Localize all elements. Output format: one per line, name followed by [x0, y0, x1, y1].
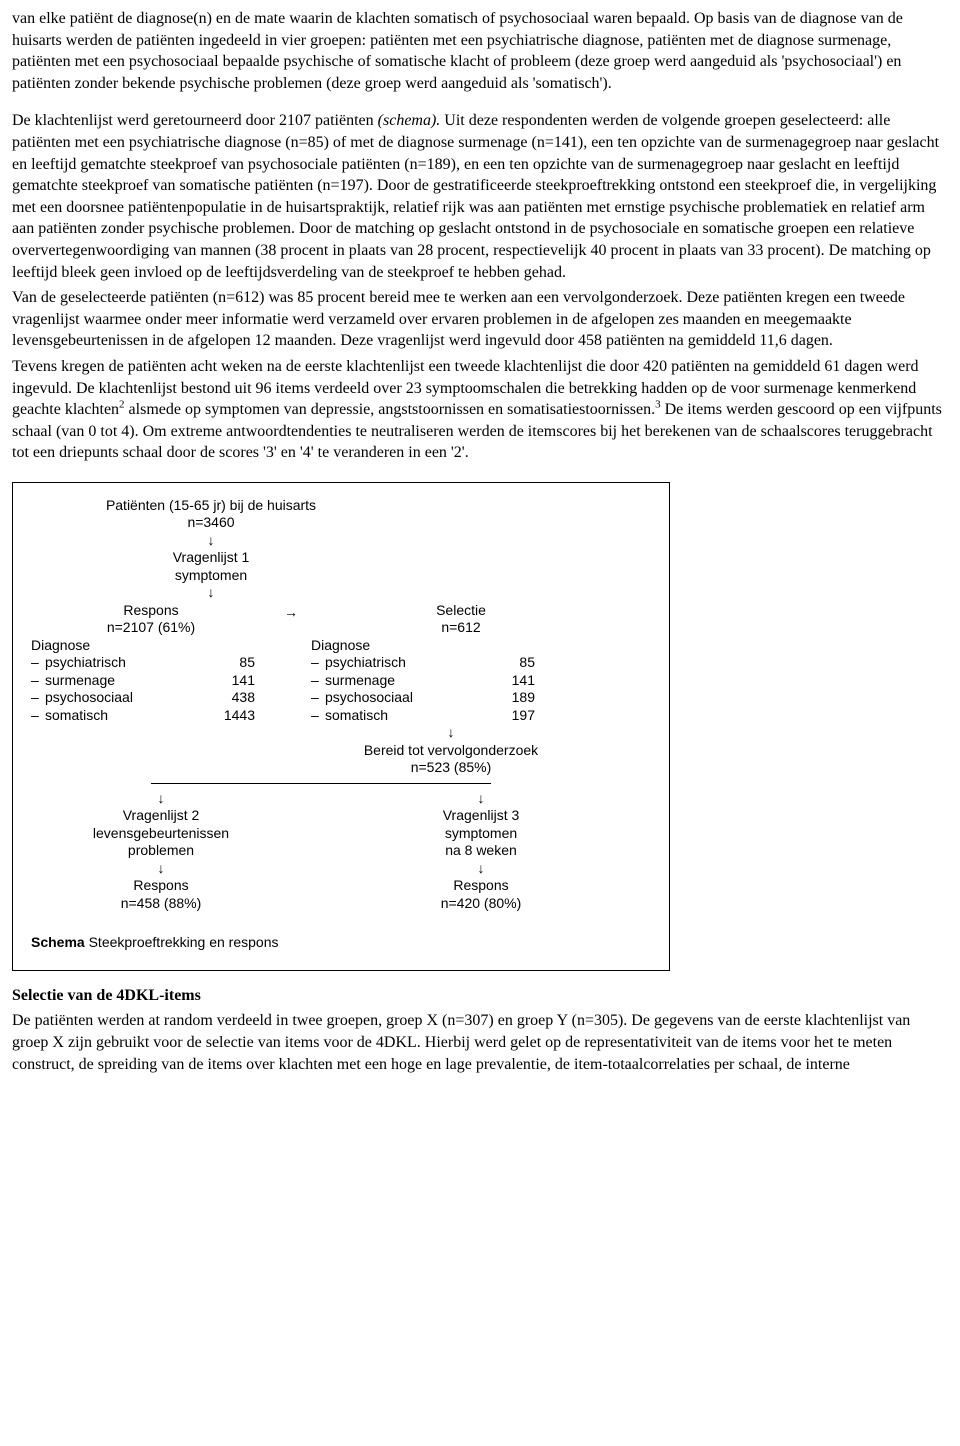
- right-arrow-icon: →: [271, 602, 311, 637]
- section-heading: Selectie van de 4DKL-items: [12, 985, 948, 1007]
- table-row: –psychosociaal189: [311, 689, 611, 707]
- schema-text: Respons: [361, 877, 601, 895]
- text-span: De klachtenlijst werd geretourneerd door…: [12, 112, 378, 129]
- body-paragraph: van elke patiënt de diagnose(n) en de ma…: [12, 8, 948, 94]
- schema-text: n=523 (85%): [311, 759, 591, 777]
- schema-text: n=458 (88%): [41, 895, 281, 913]
- table-row: –psychiatrisch85: [31, 654, 311, 672]
- schema-text: Vragenlijst 2: [41, 807, 281, 825]
- body-paragraph: Tevens kregen de patiënten acht weken na…: [12, 356, 948, 464]
- schema-text: Selectie: [371, 602, 551, 620]
- text-span: alsmede op symptomen van depressie, angs…: [125, 401, 656, 418]
- schema-text: Respons: [71, 602, 231, 620]
- caption-text: Steekproeftrekking en respons: [85, 934, 279, 950]
- schema-figure: Patiënten (15-65 jr) bij de huisarts n=3…: [12, 482, 670, 971]
- table-row: –surmenage141: [311, 672, 611, 690]
- table-row: –somatisch1443: [31, 707, 311, 725]
- schema-text: symptomen: [71, 567, 351, 585]
- schema-caption: Schema Steekproeftrekking en respons: [31, 934, 651, 952]
- schema-text: n=420 (80%): [361, 895, 601, 913]
- schema-text: na 8 weken: [361, 842, 601, 860]
- down-arrow-icon: ↓: [361, 860, 601, 878]
- text-span: Uit deze respondenten werden de volgende…: [12, 112, 939, 280]
- diagnosis-table-left: –psychiatrisch85 –surmenage141 –psychoso…: [31, 654, 311, 724]
- schema-text: Bereid tot vervolgonderzoek: [311, 742, 591, 760]
- body-paragraph: Van de geselecteerde patiënten (n=612) w…: [12, 287, 948, 352]
- table-row: –surmenage141: [31, 672, 311, 690]
- down-arrow-icon: ↓: [71, 532, 351, 550]
- down-arrow-icon: ↓: [71, 584, 351, 602]
- schema-text: problemen: [41, 842, 281, 860]
- schema-text: n=612: [371, 619, 551, 637]
- schema-text: n=3460: [71, 514, 351, 532]
- body-paragraph: De patiënten werden at random verdeeld i…: [12, 1010, 948, 1075]
- schema-text: Vragenlijst 1: [71, 549, 351, 567]
- down-arrow-icon: ↓: [41, 860, 281, 878]
- diagnosis-table-right: –psychiatrisch85 –surmenage141 –psychoso…: [311, 654, 611, 724]
- table-row: –somatisch197: [311, 707, 611, 725]
- schema-ref-italic: (schema).: [378, 112, 441, 129]
- body-paragraph: De klachtenlijst werd geretourneerd door…: [12, 110, 948, 283]
- table-row: –psychiatrisch85: [311, 654, 611, 672]
- schema-text: Respons: [41, 877, 281, 895]
- divider-line: [151, 783, 491, 784]
- schema-text: levensgebeurtenissen: [41, 825, 281, 843]
- down-arrow-icon: ↓: [311, 724, 591, 742]
- schema-text: Diagnose: [311, 637, 611, 655]
- schema-text: Vragenlijst 3: [361, 807, 601, 825]
- schema-text: Patiënten (15-65 jr) bij de huisarts: [71, 497, 351, 515]
- down-arrow-icon: ↓: [361, 790, 601, 808]
- schema-text: n=2107 (61%): [71, 619, 231, 637]
- caption-label: Schema: [31, 934, 85, 950]
- down-arrow-icon: ↓: [41, 790, 281, 808]
- schema-text: Diagnose: [31, 637, 311, 655]
- table-row: –psychosociaal438: [31, 689, 311, 707]
- schema-text: symptomen: [361, 825, 601, 843]
